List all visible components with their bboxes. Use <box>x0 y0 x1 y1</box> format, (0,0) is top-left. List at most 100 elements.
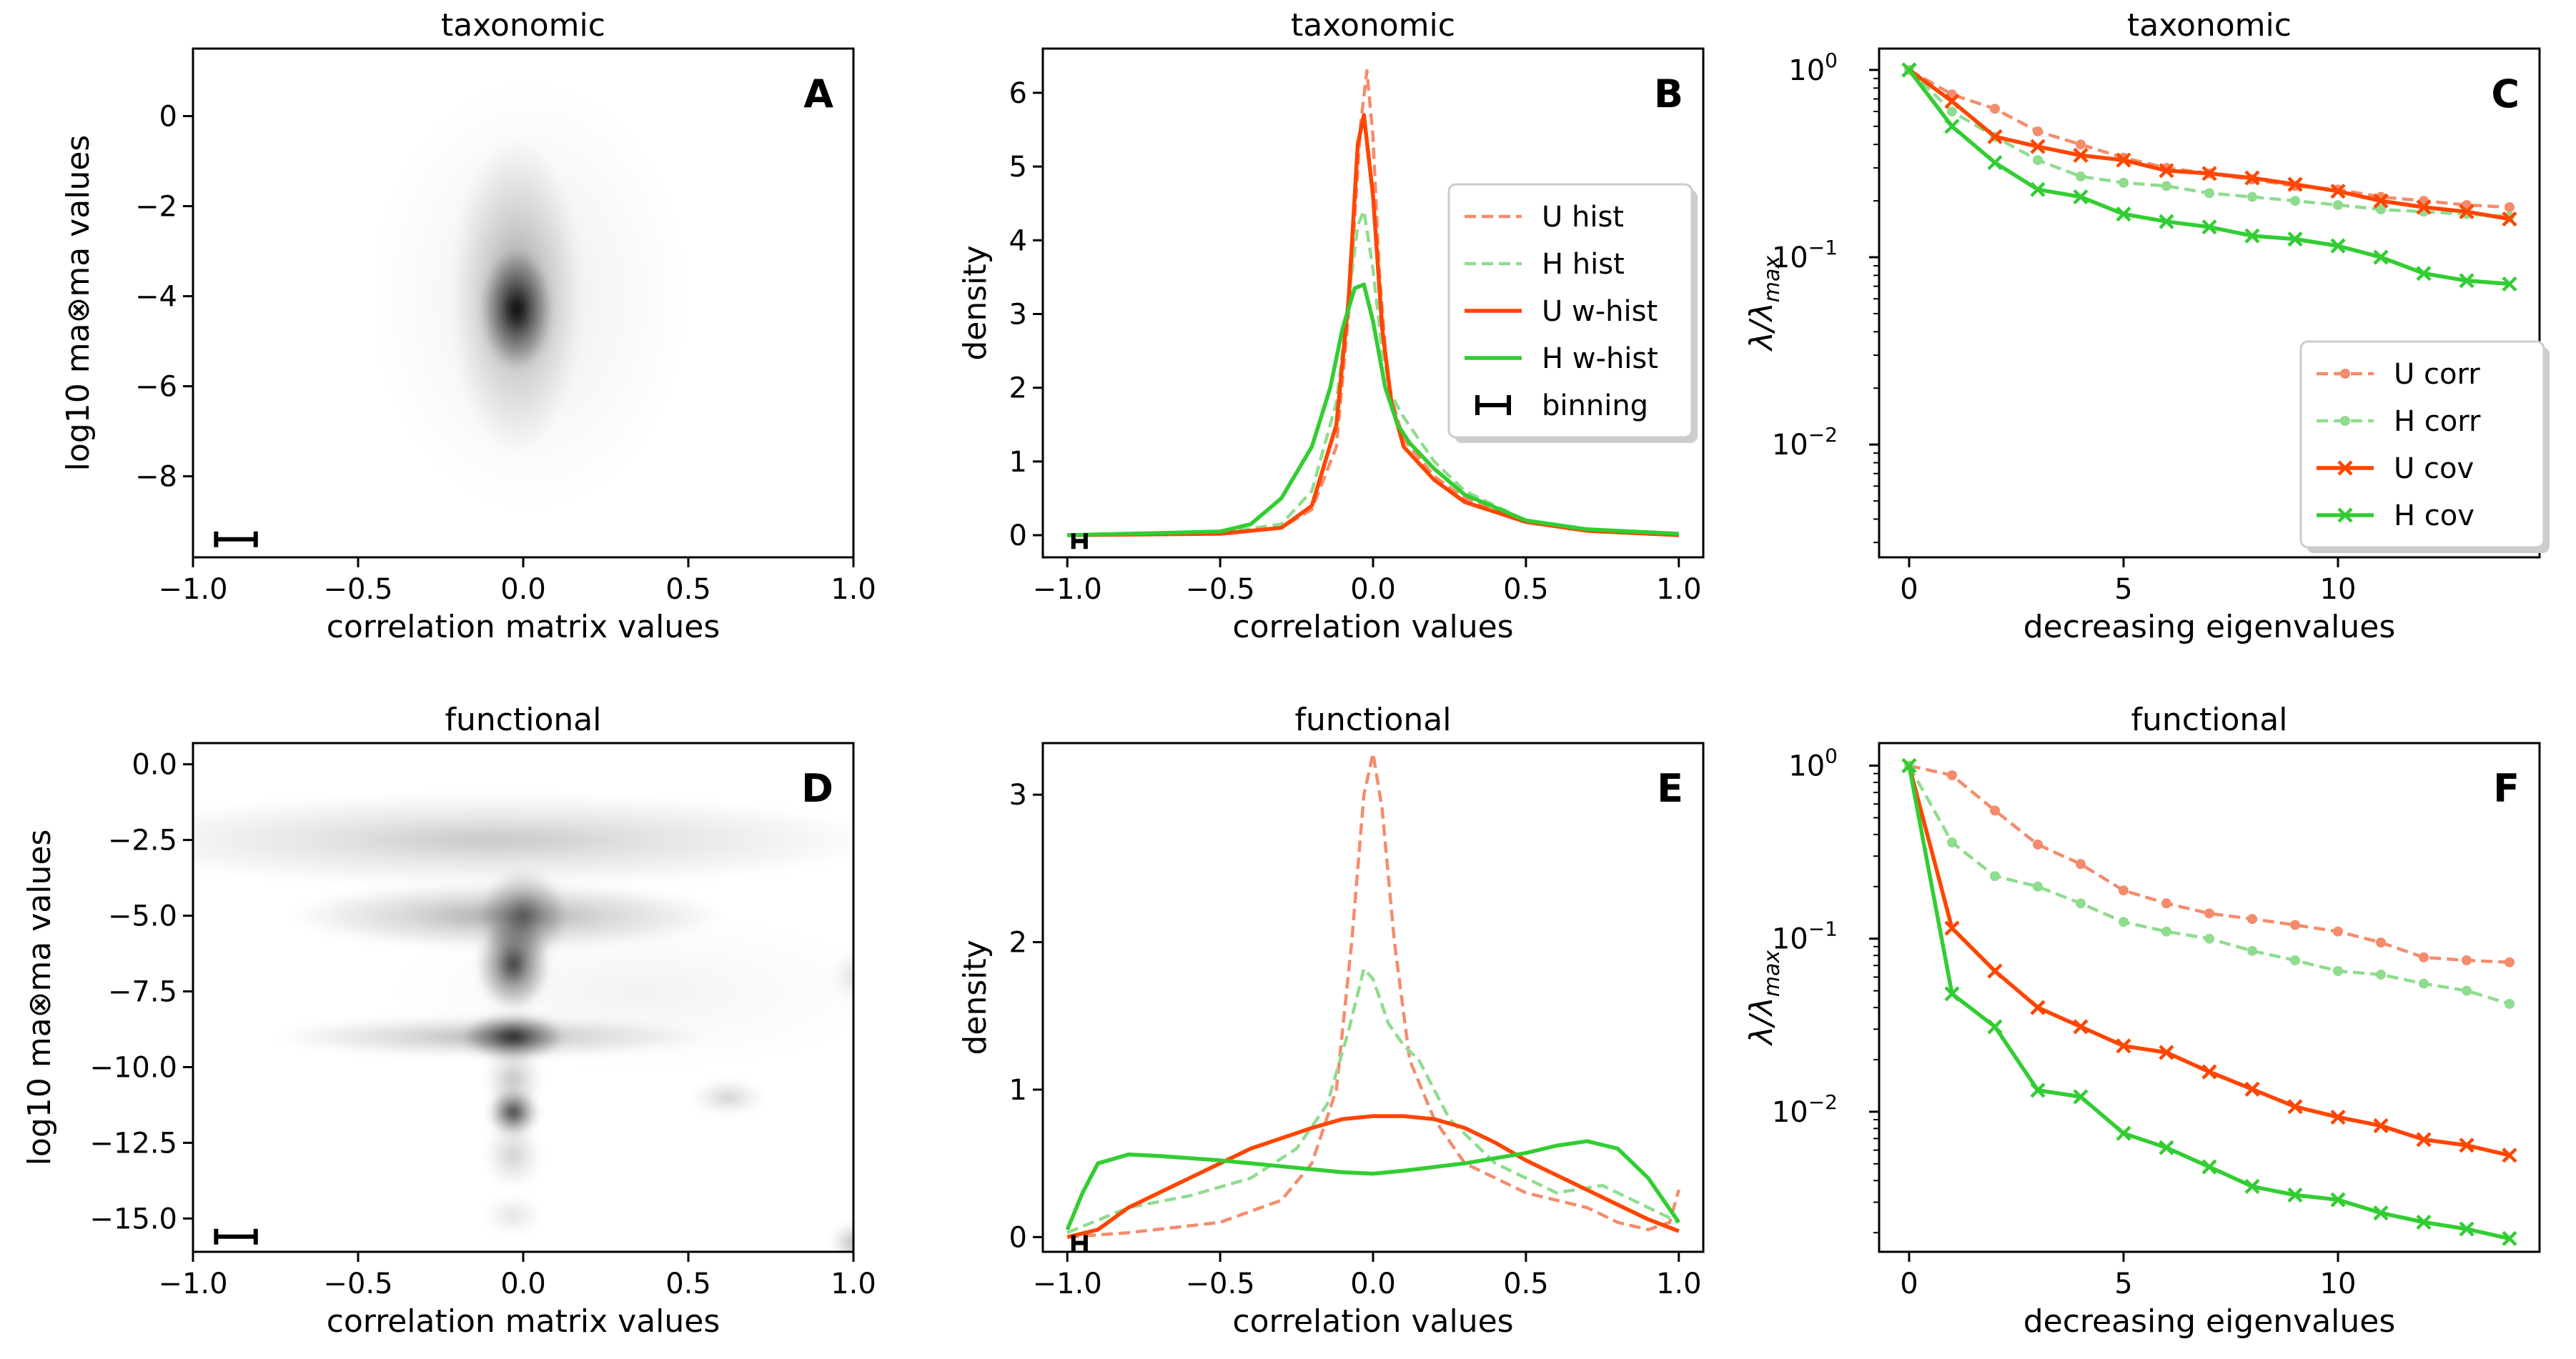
y-axis-label: λ/λmax <box>1743 950 1785 1047</box>
legend-label: H w-hist <box>1542 342 1658 375</box>
data-point <box>1990 871 2000 882</box>
y-tick-label: −15.0 <box>89 1203 177 1235</box>
data-point <box>2330 1109 2346 1125</box>
data-point <box>2159 214 2174 229</box>
plot-area <box>1901 757 2517 1246</box>
y-tick-label: −10.0 <box>89 1051 177 1084</box>
y-tick-label: 100 <box>1788 49 1838 87</box>
y-tick-exponent: −2 <box>1808 423 1838 447</box>
legend-label: U cov <box>2394 452 2474 485</box>
data-point <box>2073 147 2089 163</box>
y-tick-label: 10−2 <box>1772 423 1838 462</box>
data-point <box>1947 770 1957 781</box>
x-tick-label: −0.5 <box>1186 1268 1255 1300</box>
data-point <box>2416 266 2432 282</box>
y-tick-exponent: 0 <box>1825 745 1838 768</box>
legend: U corr H corr U cov H cov <box>2299 340 2550 553</box>
data-point <box>1987 1019 2003 1035</box>
y-tick-exponent: −1 <box>1808 236 1838 259</box>
x-tick-label: −0.5 <box>323 1268 392 1300</box>
y-tick-label: 0 <box>1009 1221 1027 1254</box>
x-tick-label: 0.5 <box>665 1268 711 1300</box>
plot-area <box>1901 62 2517 292</box>
series-line-u-w-hist <box>1066 1114 1680 1240</box>
data-point <box>2159 1140 2174 1155</box>
panel-letter: F <box>2493 766 2520 811</box>
y-tick-label: −4 <box>135 281 177 314</box>
panel-E: −1.0 −0.5 0.0 0.5 1.0 0 1 2 3 functional correlati… <box>957 702 1705 1340</box>
x-tick-label: −1.0 <box>1033 1268 1102 1300</box>
legend-box <box>1447 183 1693 439</box>
legend-marker <box>2337 460 2353 476</box>
plot-area <box>193 793 853 1252</box>
x-tick-label: 1.0 <box>831 573 876 606</box>
binning-marker <box>1071 533 1088 549</box>
y-tick-label: 3 <box>1009 779 1027 812</box>
data-point <box>2459 273 2475 289</box>
series-line-u-hist <box>1067 69 1679 537</box>
data-point <box>2459 204 2475 219</box>
axes-frame <box>1878 742 2541 1253</box>
legend-label: H cov <box>2394 499 2475 532</box>
binning-marker <box>214 531 258 547</box>
legend-label: U hist <box>1542 201 1624 234</box>
data-point <box>2204 188 2214 199</box>
data-point <box>2119 917 2129 927</box>
binning-marker <box>1071 1235 1088 1251</box>
legend-marker <box>2337 507 2353 523</box>
y-tick-exponent: −1 <box>1808 917 1838 941</box>
legend-marker <box>2340 416 2350 426</box>
data-point <box>2030 139 2046 154</box>
density-blob <box>691 1080 765 1115</box>
plot-area <box>1065 752 1681 1240</box>
x-axis-label: correlation matrix values <box>327 609 720 645</box>
data-point <box>1987 129 2003 144</box>
data-point <box>2290 920 2300 930</box>
x-tick-label: 1.0 <box>1656 573 1702 606</box>
data-point <box>2030 1082 2046 1098</box>
data-point <box>1944 986 1960 1002</box>
data-point <box>2502 276 2517 292</box>
x-axis-label: correlation values <box>1232 609 1513 645</box>
panel-B: −1.0 −0.5 0.0 0.5 1.0 0 1 2 3 4 5 6 taxonomic correla… <box>957 7 1705 645</box>
data-point <box>2287 1099 2303 1115</box>
y-tick-label: −2 <box>135 191 177 224</box>
data-point <box>2116 206 2131 222</box>
data-point <box>2076 859 2086 870</box>
x-tick-label: −0.5 <box>323 573 392 606</box>
data-point <box>2333 966 2343 977</box>
series-line-h-w-hist <box>1067 282 1679 537</box>
y-tick-label: 0 <box>159 101 177 134</box>
density-map <box>193 793 853 1252</box>
data-point <box>2416 1214 2432 1230</box>
x-tick-label: 0 <box>1900 573 1918 606</box>
data-point <box>2376 937 2386 948</box>
y-tick-label: 5 <box>1009 151 1027 184</box>
x-tick-label: 1.0 <box>1656 1268 1702 1300</box>
y-tick-label: 3 <box>1009 298 1027 331</box>
data-point <box>2161 181 2171 191</box>
data-point <box>2030 1000 2046 1015</box>
data-point <box>2373 193 2389 209</box>
x-tick-label: 10 <box>2320 1268 2357 1300</box>
y-tick-label: −8 <box>135 461 177 494</box>
density-blob <box>370 78 690 514</box>
panel-title: taxonomic <box>441 7 605 44</box>
data-point <box>2159 163 2174 179</box>
data-point <box>2505 957 2515 967</box>
y-axis-label: λ/λmax <box>1743 256 1785 352</box>
x-tick-label: 0.0 <box>1350 573 1396 606</box>
x-tick-label: 0.0 <box>500 573 546 606</box>
data-point <box>2290 955 2300 965</box>
axes-frame <box>1878 47 2541 559</box>
data-point <box>2373 249 2389 265</box>
x-tick-label: −1.0 <box>158 573 227 606</box>
data-point <box>2033 126 2043 136</box>
data-point <box>2116 1038 2131 1054</box>
data-point <box>2161 926 2171 937</box>
data-point <box>1944 119 1960 134</box>
density-map <box>370 78 690 514</box>
x-axis-label: correlation values <box>1232 1303 1513 1340</box>
